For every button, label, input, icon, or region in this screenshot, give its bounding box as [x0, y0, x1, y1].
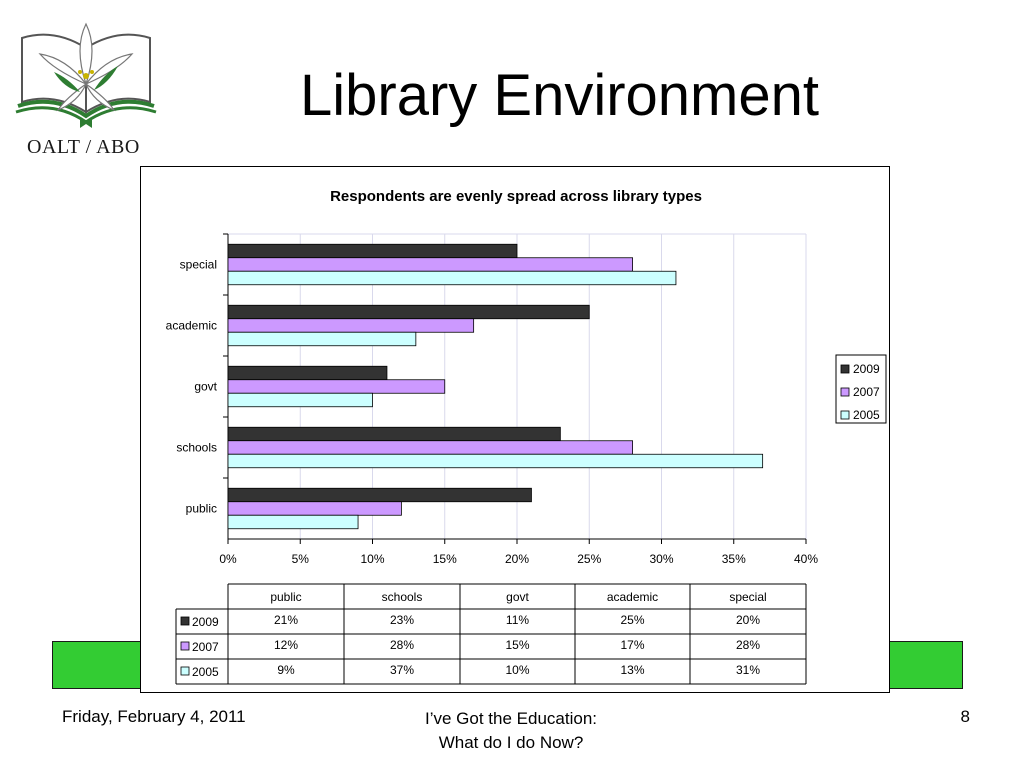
x-tick-label: 5%	[292, 552, 310, 566]
bar-2007-academic	[227, 318, 475, 333]
chart-title: Respondents are evenly spread across lib…	[330, 188, 702, 205]
footer-center: I’ve Got the Education: What do I do Now…	[380, 707, 642, 755]
bar-2009-govt	[227, 365, 388, 381]
table-cell: 21%	[274, 613, 298, 627]
bar-2007-public	[227, 501, 402, 516]
bar-2005-special	[227, 270, 677, 286]
table-cell: 11%	[506, 613, 529, 627]
bar-2009-special	[227, 243, 518, 259]
table-header-cell: govt	[506, 590, 529, 604]
y-category-label: academic	[166, 319, 217, 333]
legend-swatch-2005	[840, 410, 850, 420]
bar-2007-schools	[227, 440, 634, 455]
table-cell: 10%	[505, 663, 529, 677]
x-tick-label: 25%	[577, 552, 601, 566]
x-tick-label: 30%	[649, 552, 673, 566]
footer-date: Friday, February 4, 2011	[62, 707, 246, 726]
legend-label-2009: 2009	[853, 362, 880, 376]
legend-label-2007: 2007	[853, 385, 880, 399]
legend-swatch-2007	[840, 387, 850, 397]
bar-2009-academic	[227, 304, 590, 320]
x-tick-label: 10%	[360, 552, 384, 566]
slide-title: Library Environment	[300, 63, 819, 128]
legend-swatch-2009	[840, 364, 850, 374]
table-cell: 37%	[390, 663, 414, 677]
bar-2007-govt	[227, 379, 446, 394]
legend-label-2005: 2005	[853, 408, 880, 422]
table-cell: 28%	[390, 638, 414, 652]
table-cell: 15%	[505, 638, 529, 652]
bar-chart: Respondents are evenly spread across lib…	[166, 188, 887, 685]
table-cell: 13%	[620, 663, 644, 677]
table-row-label: 2009	[192, 615, 219, 629]
table-cell: 23%	[390, 613, 414, 627]
oalt-logo	[15, 22, 157, 128]
bar-2009-public	[227, 487, 532, 503]
bar-2005-govt	[227, 392, 373, 408]
table-cell: 28%	[736, 638, 760, 652]
x-tick-label: 0%	[219, 552, 237, 566]
bar-2005-academic	[227, 331, 417, 347]
x-tick-label: 20%	[505, 552, 529, 566]
y-category-label: govt	[194, 380, 217, 394]
table-header-cell: academic	[607, 590, 658, 604]
table-cell: 9%	[277, 663, 295, 677]
table-header-cell: schools	[382, 590, 423, 604]
table-row-swatch-2009	[180, 616, 190, 626]
table-row-label: 2007	[192, 640, 219, 654]
footer-center-line2: What do I do Now?	[438, 733, 584, 752]
table-header-cell: special	[729, 590, 766, 604]
footer-center-line1: I’ve Got the Education:	[425, 709, 597, 728]
y-category-label: special	[180, 258, 217, 272]
bar-2009-schools	[227, 426, 561, 442]
bar-2007-special	[227, 257, 634, 272]
bar-2005-schools	[227, 453, 764, 469]
bar-2005-public	[227, 514, 359, 530]
y-category-label: public	[186, 502, 217, 516]
table-cell: 31%	[736, 663, 760, 677]
x-tick-label: 15%	[433, 552, 457, 566]
logo-text: OALT / ABO	[27, 136, 140, 158]
page-number: 8	[960, 707, 970, 726]
table-header-cell: public	[270, 590, 301, 604]
table-cell: 17%	[620, 638, 644, 652]
table-row-swatch-2007	[180, 641, 190, 651]
y-category-label: schools	[176, 441, 217, 455]
table-row-swatch-2005	[180, 666, 190, 676]
table-row-label: 2005	[192, 665, 219, 679]
table-cell: 20%	[736, 613, 760, 627]
table-cell: 12%	[274, 638, 298, 652]
x-tick-label: 40%	[794, 552, 818, 566]
chart-box: Respondents are evenly spread across lib…	[140, 166, 890, 693]
table-cell: 25%	[620, 613, 644, 627]
x-tick-label: 35%	[722, 552, 746, 566]
